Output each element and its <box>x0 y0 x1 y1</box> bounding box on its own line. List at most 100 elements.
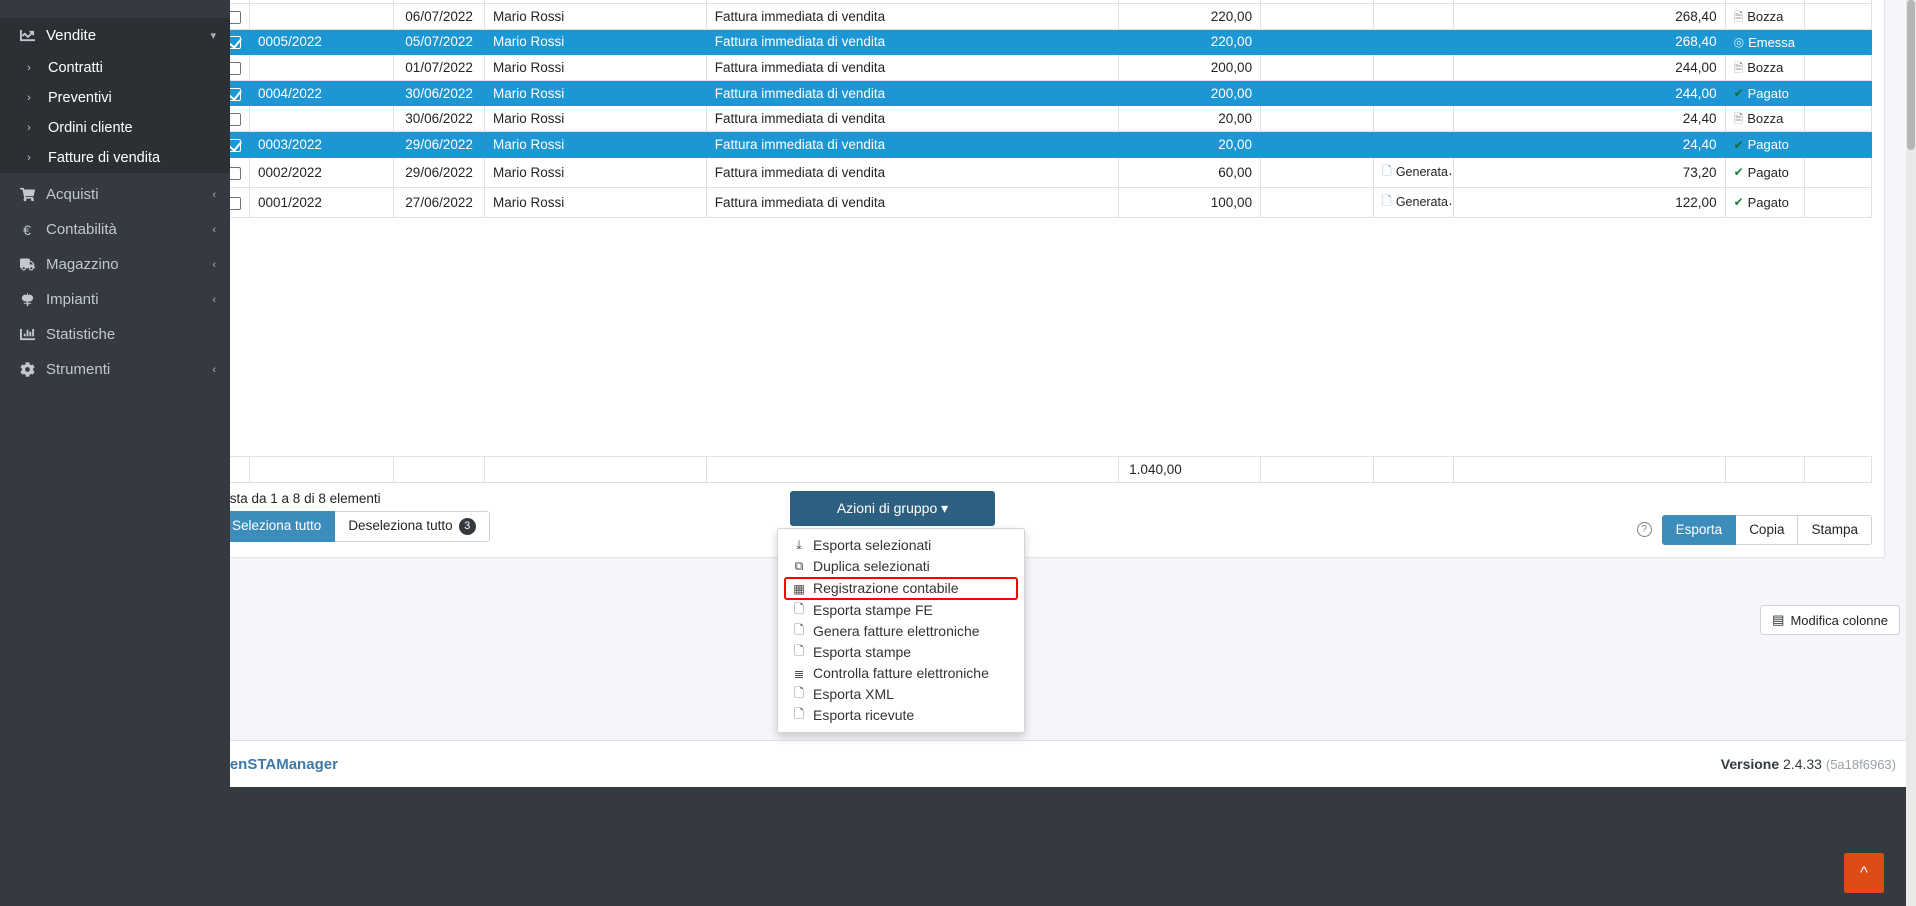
selection-button-group: Seleziona tutto Deseleziona tutto 3 <box>218 510 490 542</box>
status-badge-label: Emessa <box>1748 34 1796 50</box>
cell-actions <box>1804 156 1872 188</box>
dropdown-item[interactable]: ≣ Controlla fatture elettroniche <box>778 663 1024 684</box>
table-row[interactable]: 0002/2022 29/06/2022 Mario Rossi Fattura im… <box>217 156 1872 188</box>
help-icon[interactable]: ? <box>1636 522 1652 538</box>
cell-tipo-documento: Fattura immediata di vendita <box>705 79 1120 107</box>
edit-columns-button[interactable]: ▤ Modifica colonne <box>1760 605 1900 635</box>
gear-icon <box>16 362 38 377</box>
table-row[interactable]: 0003/2022 29/06/2022 Mario Rossi Fattura im… <box>217 130 1872 158</box>
cell-extra <box>1260 79 1375 107</box>
cell-tipo-documento: Fattura immediata di vendita <box>705 186 1120 218</box>
cell-numero: 0003/2022 <box>249 130 395 158</box>
cell-extra <box>1260 3 1375 30</box>
chart-line-icon <box>16 28 38 43</box>
chevron-left-icon: ‹ <box>212 293 216 306</box>
sidebar-item-magazzino[interactable]: Magazzino ‹ <box>0 247 230 282</box>
sidebar-item-vendite[interactable]: Vendite ▾ <box>0 18 230 53</box>
euro-icon: € <box>23 221 31 238</box>
cell-stato: 🗎 Bozza <box>1724 3 1806 30</box>
print-button[interactable]: Stampa <box>1798 514 1872 545</box>
group-actions-button[interactable]: Azioni di gruppo ▾ <box>790 490 995 526</box>
file-icon: 🗎 <box>1733 60 1744 75</box>
table-row[interactable]: 0005/2022 05/07/2022 Mario Rossi Fattura im… <box>217 28 1872 56</box>
cell-cliente: Mario Rossi <box>484 79 707 107</box>
sidebar-item-label: Magazzino <box>46 256 119 273</box>
cell-actions <box>1804 79 1872 107</box>
table-row[interactable]: 01/07/2022 Mario Rossi Fattura immediata d… <box>217 54 1872 81</box>
table-row[interactable]: 0004/2022 30/06/2022 Mario Rossi Fattura im… <box>217 79 1872 107</box>
sidebar-item-strumenti[interactable]: Strumenti ‹ <box>0 352 230 387</box>
cell-cliente: Mario Rossi <box>484 186 707 218</box>
dropdown-item[interactable]: 🗋 Genera fatture elettroniche <box>778 621 1024 642</box>
invoices-card: 06/07/2022 Mario Rossi Fattura immediata d… <box>205 0 1885 733</box>
select-all-button[interactable]: Seleziona tutto <box>218 510 336 542</box>
status-badge: ✔ Pagato <box>1734 165 1789 180</box>
check-circle-icon: ✔ <box>1733 195 1744 210</box>
cell-fe <box>1373 28 1454 56</box>
invoices-table: 06/07/2022 Mario Rossi Fattura immediata d… <box>217 0 1872 483</box>
page-scrollbar[interactable] <box>1906 0 1916 906</box>
sidebar-item-contabilita[interactable]: € Contabilità ‹ <box>0 212 230 247</box>
cell-cliente: Mario Rossi <box>484 130 707 158</box>
cell-cliente: Mario Rossi <box>484 3 707 30</box>
table-empty-space <box>219 217 1872 456</box>
group-actions-dropdown: ⤓ Esporta selezionati ⧉ Duplica selezionati… <box>777 527 1025 733</box>
cell-numero <box>249 105 395 132</box>
sidebar-item-ordini-cliente[interactable]: › Ordini cliente <box>0 113 230 143</box>
table-row[interactable]: 0001/2022 27/06/2022 Mario Rossi Fattura im… <box>217 186 1872 218</box>
dropdown-item-label: Registrazione contabile <box>813 580 959 597</box>
filter-cell-tipo <box>705 0 1120 4</box>
table-filter-head <box>217 0 1872 4</box>
dropdown-item[interactable]: ⤓ Esporta selezionati <box>778 535 1024 556</box>
cell-totale: 268,40 <box>1452 3 1726 30</box>
edit-columns-label: Modifica colonne <box>1790 612 1888 628</box>
cell-actions <box>1804 3 1872 30</box>
cell-fe <box>1373 105 1454 132</box>
cell-imponibile: 220,00 <box>1118 28 1262 56</box>
sidebar-item-impianti[interactable]: Impianti ‹ <box>0 282 230 317</box>
brand-label: OpenSTAManager <box>209 755 338 773</box>
cell-data: 29/06/2022 <box>393 130 486 158</box>
deselect-all-button[interactable]: Deseleziona tutto 3 <box>335 510 490 542</box>
chevron-up-icon: ^ <box>1860 863 1868 882</box>
cell-fe: 🗋 Generata <box>1373 186 1454 218</box>
export-button[interactable]: Esporta <box>1661 514 1737 545</box>
cell-totale: 24,40 <box>1452 130 1726 158</box>
table-row[interactable]: 06/07/2022 Mario Rossi Fattura immediata d… <box>217 3 1872 30</box>
sidebar-item-acquisti[interactable]: Acquisti ‹ <box>0 177 230 212</box>
card-body: 06/07/2022 Mario Rossi Fattura immediata d… <box>206 0 1884 733</box>
check-circle-icon: ✔ <box>1733 137 1744 152</box>
truck-icon <box>16 257 38 272</box>
caret-down-icon: ▾ <box>941 499 949 516</box>
sidebar-item-fatture-di-vendita[interactable]: › Fatture di vendita <box>0 143 230 173</box>
dropdown-item[interactable]: 🗋 Esporta stampe FE <box>778 600 1024 621</box>
table-row[interactable]: 30/06/2022 Mario Rossi Fattura immediata d… <box>217 105 1872 132</box>
sidebar-item-label: Statistiche <box>46 326 116 343</box>
cell-cliente: Mario Rossi <box>484 54 707 81</box>
sidebar-item-contratti[interactable]: › Contratti <box>0 53 230 83</box>
dropdown-item[interactable]: 🗋 Esporta XML <box>778 684 1024 705</box>
totals-cell-last <box>1804 455 1872 483</box>
dropdown-item-label: Esporta ricevute <box>813 707 915 724</box>
dropdown-item[interactable]: ▦ Registrazione contabile <box>784 576 1018 600</box>
cell-fe <box>1373 79 1454 107</box>
cell-totale: 244,00 <box>1452 79 1726 107</box>
sidebar-item-preventivi[interactable]: › Preventivi <box>0 83 230 113</box>
totals-cell-data <box>393 455 486 483</box>
cell-imponibile: 20,00 <box>1118 130 1262 158</box>
cell-data: 30/06/2022 <box>393 79 486 107</box>
sidebar-item-statistiche[interactable]: Statistiche <box>0 317 230 352</box>
cell-imponibile: 60,00 <box>1118 156 1262 188</box>
dropdown-item[interactable]: ⧉ Duplica selezionati <box>778 556 1024 577</box>
cell-tipo-documento: Fattura immediata di vendita <box>705 130 1120 158</box>
scrollbar-thumb[interactable] <box>1907 0 1915 150</box>
file-pdf-icon: 🗋 <box>793 643 805 658</box>
dropdown-item[interactable]: 🗋 Esporta stampe <box>778 642 1024 663</box>
dropdown-item[interactable]: 🗋 Esporta ricevute <box>778 705 1024 726</box>
sidebar-subitem-label: Ordini cliente <box>48 120 133 136</box>
cell-data: 29/06/2022 <box>393 156 486 188</box>
copy-button[interactable]: Copia <box>1736 514 1799 545</box>
fe-document-icon: 🗋 <box>1382 163 1392 178</box>
scroll-to-top-button[interactable]: ^ <box>1844 853 1884 893</box>
cell-fe: 🗋 Generata <box>1373 156 1454 188</box>
